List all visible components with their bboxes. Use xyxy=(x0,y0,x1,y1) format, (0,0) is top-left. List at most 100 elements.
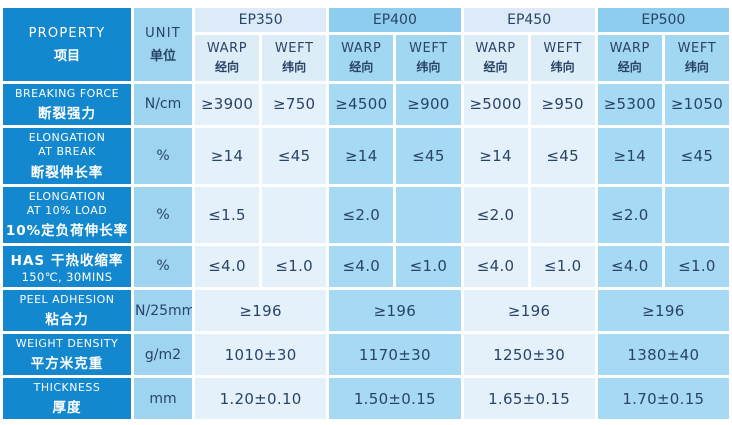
unit-cell: g/m2 xyxy=(134,334,192,376)
row-weight-density: WEIGHT DENSITY 平方米克重 g/m2 1010±30 1170±3… xyxy=(3,334,729,376)
property-zh: 厚度 xyxy=(52,400,82,417)
unit-cell: mm xyxy=(134,378,192,419)
val-ep400-warp: ≤4.0 xyxy=(329,245,394,288)
weft-label-zh: 纬向 xyxy=(684,60,709,74)
row-elongation-at-break: ELONGATION AT BREAK 断裂伸长率 % ≥14 ≤45 ≥14 … xyxy=(3,127,729,184)
warp-label-en: WARP xyxy=(609,41,650,56)
group-header-ep400: EP400 xyxy=(329,8,461,32)
property-en: WEIGHT DENSITY xyxy=(15,336,119,350)
weft-label-zh: 纬向 xyxy=(282,60,307,74)
val-ep350-weft: ≥750 xyxy=(262,84,327,125)
unit-cell: N/25mm xyxy=(134,290,192,332)
weft-label-en: WEFT xyxy=(409,41,448,56)
row-elongation-at-10-load: ELONGATION AT 10% LOAD 10%定负荷伸长率 % ≤1.5 … xyxy=(3,186,729,243)
property-en: BREAKING FORCE xyxy=(14,86,120,100)
val-ep350-warp: ≥14 xyxy=(195,127,260,184)
val-ep450-warp: ≥5000 xyxy=(463,84,528,125)
property-zh: 10%定负荷伸长率 xyxy=(5,223,129,240)
val-ep350-warp: ≤1.5 xyxy=(195,186,260,243)
val-ep500-warp: ≤2.0 xyxy=(597,186,662,243)
row-thickness: THICKNESS 厚度 mm 1.20±0.10 1.50±0.15 1.65… xyxy=(3,378,729,419)
val-ep450-weft: ≤1.0 xyxy=(530,245,595,288)
weft-label-en: WEFT xyxy=(274,41,314,56)
val-ep400: ≥196 xyxy=(329,290,461,332)
warp-label-zh: 经向 xyxy=(617,60,642,74)
property-en: ELONGATION AT 10% LOAD xyxy=(26,189,108,218)
dir-header-ep450-warp: WARP 经向 xyxy=(463,35,528,81)
group-header-ep500: EP500 xyxy=(597,8,729,32)
val-ep500-warp: ≤4.0 xyxy=(597,245,662,288)
val-ep500: 1380±40 xyxy=(597,334,729,376)
unit-header-zh: 单位 xyxy=(149,48,176,64)
property-cell: PEEL ADHESION 粘合力 xyxy=(3,290,131,332)
val-ep350-weft: ≤45 xyxy=(262,127,327,184)
property-zh: 平方米克重 xyxy=(30,356,104,373)
dir-header-ep450-weft: WEFT 纬向 xyxy=(530,35,595,81)
val-ep400-weft: ≤45 xyxy=(396,127,461,184)
val-ep400: 1.50±0.15 xyxy=(329,378,461,419)
val-ep500-weft: ≤1.0 xyxy=(664,245,729,288)
warp-label-zh: 经向 xyxy=(483,60,508,74)
val-ep450: ≥196 xyxy=(463,290,595,332)
val-ep450: 1250±30 xyxy=(463,334,595,376)
dir-header-ep400-warp: WARP 经向 xyxy=(329,35,394,81)
property-zh: 断裂伸长率 xyxy=(30,164,104,181)
weft-label-zh: 纬向 xyxy=(550,60,575,74)
property-header-cell: PROPERTY 项目 xyxy=(3,8,131,81)
val-ep400-weft: ≤1.0 xyxy=(396,245,461,288)
property-cell: BREAKING FORCE 断裂强力 xyxy=(3,84,131,125)
property-en: THICKNESS xyxy=(33,380,101,394)
warp-label-en: WARP xyxy=(475,41,516,56)
val-ep400-weft: ≥900 xyxy=(396,84,461,125)
val-ep350: 1010±30 xyxy=(195,334,327,376)
property-en: PEEL ADHESION xyxy=(19,293,115,307)
val-ep450-warp: ≤2.0 xyxy=(463,186,528,243)
header-row-directions: WARP 经向 WEFT 纬向 WARP 经向 WEFT 纬向 WARP 经向 … xyxy=(3,35,729,81)
unit-cell: % xyxy=(134,127,192,184)
warp-label-en: WARP xyxy=(341,41,382,56)
val-ep450-warp: ≥14 xyxy=(463,127,528,184)
val-ep450-warp: ≤4.0 xyxy=(463,245,528,288)
unit-header-en: UNIT xyxy=(145,25,181,41)
dir-header-ep500-warp: WARP 经向 xyxy=(597,35,662,81)
property-cell: HAS 干热收缩率 150℃, 30MINS xyxy=(3,245,131,288)
warp-label-zh: 经向 xyxy=(349,60,374,74)
warp-label-zh: 经向 xyxy=(215,60,240,74)
val-ep450-weft xyxy=(530,186,595,243)
header-row-grades: PROPERTY 项目 UNIT 单位 EP350 EP400 EP450 EP… xyxy=(3,8,729,81)
warp-label-en: WARP xyxy=(206,41,248,56)
val-ep500-warp: ≥5300 xyxy=(597,84,662,125)
val-ep400-warp: ≥4500 xyxy=(329,84,394,125)
property-header-zh: 项目 xyxy=(53,48,80,64)
dir-header-ep500-weft: WEFT 纬向 xyxy=(664,35,729,81)
val-ep450: 1.65±0.15 xyxy=(463,378,595,419)
val-ep350-weft: ≤1.0 xyxy=(262,245,327,288)
property-en: ELONGATION AT BREAK xyxy=(28,131,106,159)
unit-cell: N/cm xyxy=(134,84,192,125)
val-ep500-weft: ≥1050 xyxy=(664,84,729,125)
unit-cell: % xyxy=(134,245,192,288)
weft-label-en: WEFT xyxy=(543,41,583,56)
group-header-ep350: EP350 xyxy=(195,8,327,32)
val-ep500-weft: ≤45 xyxy=(664,127,729,184)
val-ep450-weft: ≤45 xyxy=(530,127,595,184)
dir-header-ep350-weft: WEFT 纬向 xyxy=(262,35,327,81)
val-ep500: 1.70±0.15 xyxy=(597,378,729,419)
property-cell: WEIGHT DENSITY 平方米克重 xyxy=(3,334,131,376)
val-ep400-warp: ≤2.0 xyxy=(329,186,394,243)
val-ep350: 1.20±0.10 xyxy=(195,378,327,419)
weft-label-en: WEFT xyxy=(677,41,717,56)
val-ep500-weft xyxy=(664,186,729,243)
val-ep350-warp: ≥3900 xyxy=(195,84,260,125)
property-title: HAS 干热收缩率 xyxy=(10,253,124,270)
property-zh: 断裂强力 xyxy=(38,106,96,123)
spec-table: PROPERTY 项目 UNIT 单位 EP350 EP400 EP450 EP… xyxy=(0,5,732,422)
property-cell: ELONGATION AT BREAK 断裂伸长率 xyxy=(3,127,131,184)
dir-header-ep350-warp: WARP 经向 xyxy=(195,35,260,81)
dir-header-ep400-weft: WEFT 纬向 xyxy=(396,35,461,81)
property-zh: 粘合力 xyxy=(45,312,89,329)
val-ep400-weft xyxy=(396,186,461,243)
row-has-heat-shrinkage: HAS 干热收缩率 150℃, 30MINS % ≤4.0 ≤1.0 ≤4.0 … xyxy=(3,245,729,288)
val-ep450-weft: ≥950 xyxy=(530,84,595,125)
